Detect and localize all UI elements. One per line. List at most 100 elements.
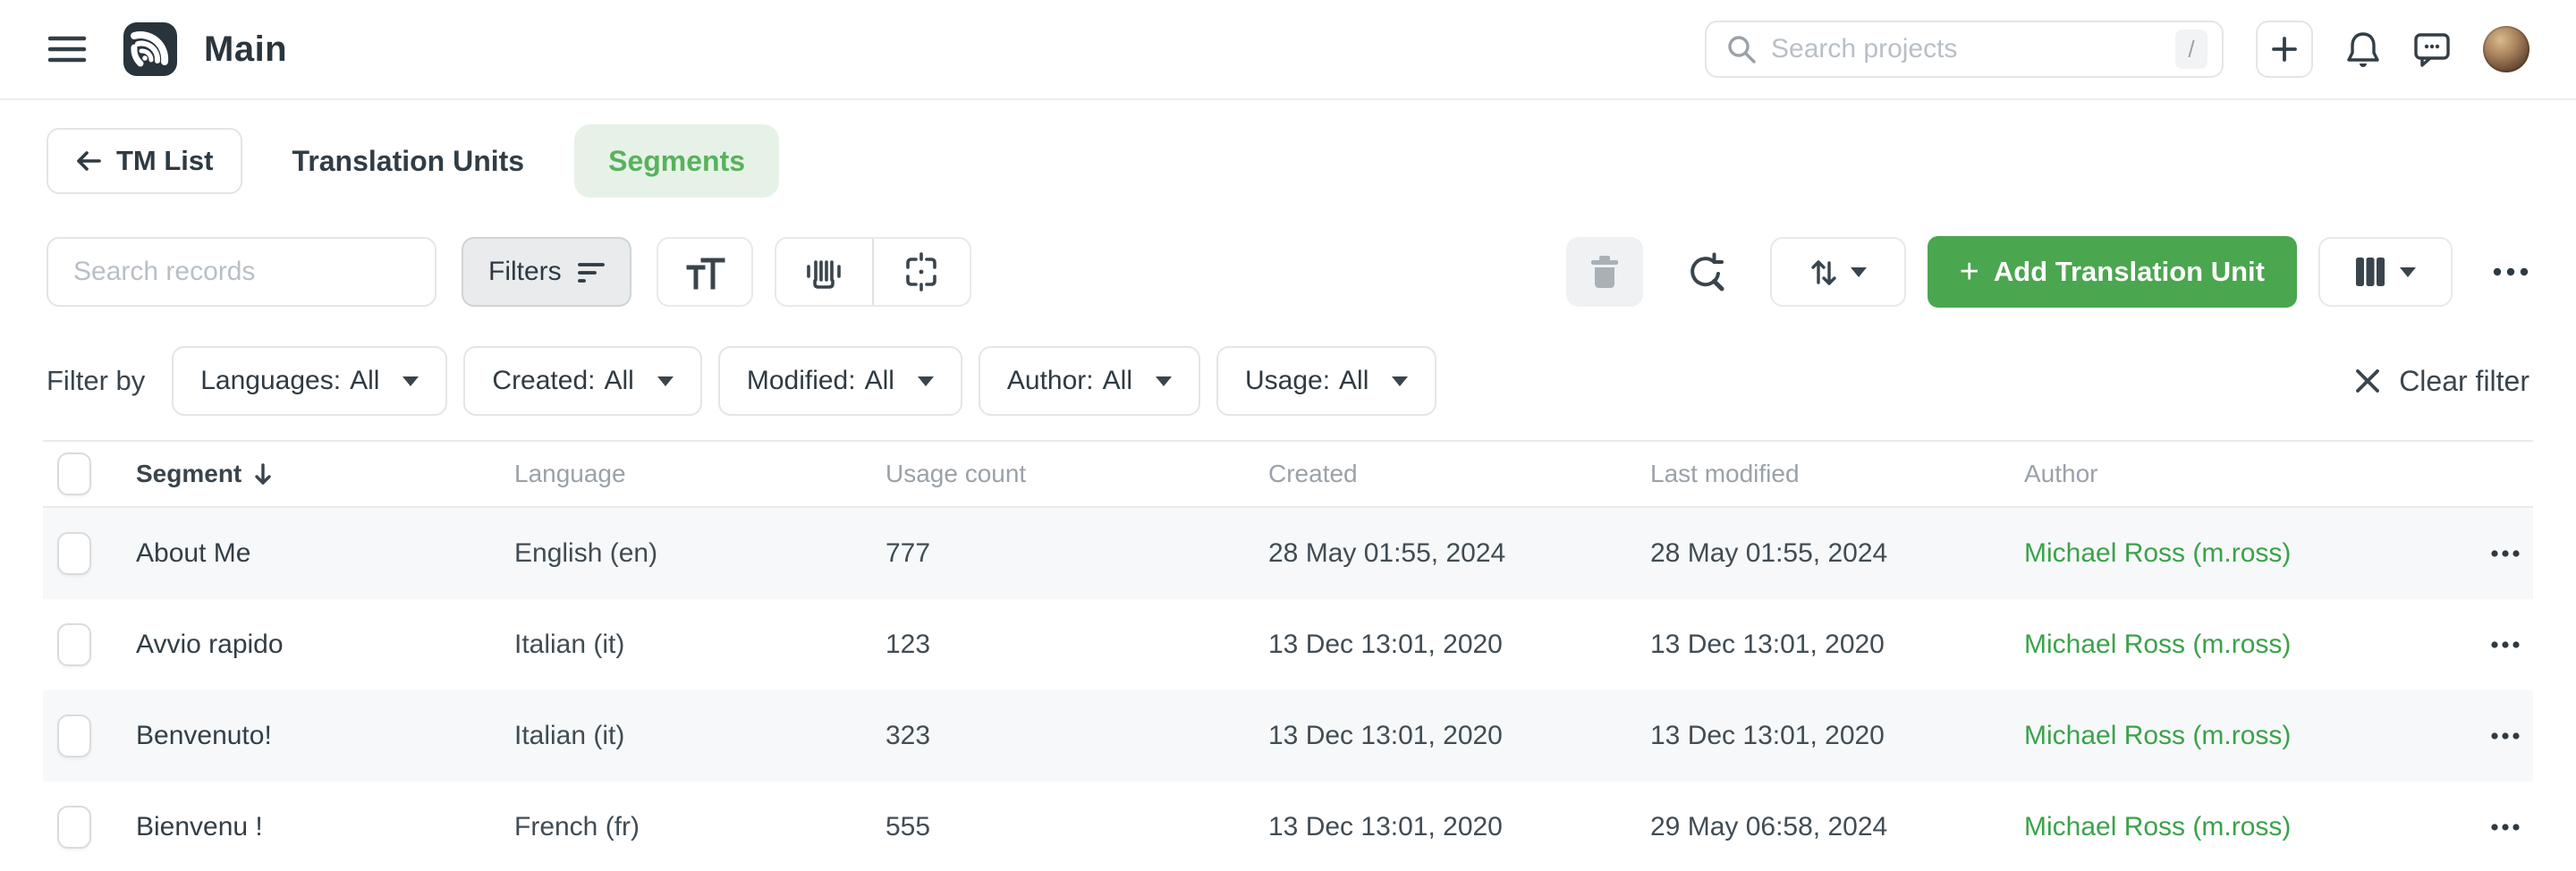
search-icon: [1728, 36, 1756, 63]
columns-button[interactable]: [2318, 237, 2453, 307]
user-avatar[interactable]: [2483, 26, 2529, 72]
caret-down-icon: [917, 376, 934, 386]
language-cell: French (fr): [514, 812, 640, 841]
filters-button-label: Filters: [488, 257, 562, 286]
row-checkbox[interactable]: [57, 806, 91, 849]
filter-author-dropdown[interactable]: Author: All: [978, 346, 1200, 416]
author-link[interactable]: Michael Ross (m.ross): [2024, 721, 2292, 750]
sort-up-down-icon: [1810, 260, 1836, 285]
column-header-created[interactable]: Created: [1268, 460, 1358, 487]
segment-cell: Avvio rapido: [136, 630, 284, 659]
sort-down-icon: [255, 463, 271, 485]
filter-value: All: [604, 366, 634, 395]
tabs-row: TM List Translation Units Segments: [0, 100, 2576, 222]
clear-filter-button[interactable]: Clear filter: [2354, 365, 2529, 398]
filter-languages-dropdown[interactable]: Languages: All: [172, 346, 448, 416]
close-icon: [2356, 369, 2380, 393]
author-link[interactable]: Michael Ross (m.ross): [2024, 630, 2292, 659]
caret-down-icon: [2400, 266, 2416, 277]
view-options-group: [774, 237, 971, 307]
caret-down-icon: [1850, 266, 1867, 277]
column-header-label: Segment: [136, 460, 242, 487]
add-translation-unit-button[interactable]: + Add Translation Unit: [1927, 236, 2297, 308]
usage-count-cell: 123: [886, 630, 931, 659]
column-header-segment[interactable]: Segment: [136, 460, 514, 488]
filter-modified-dropdown[interactable]: Modified: All: [717, 346, 962, 416]
row-checkbox[interactable]: [57, 623, 91, 666]
select-all-checkbox[interactable]: [57, 452, 91, 495]
toolbar: Filters: [0, 222, 2576, 322]
refresh-button[interactable]: [1684, 251, 1725, 292]
clear-filter-label: Clear filter: [2399, 364, 2529, 397]
feedback-button[interactable]: [2413, 30, 2451, 68]
placeholders-button[interactable]: [874, 239, 970, 305]
author-link[interactable]: Michael Ross (m.ross): [2024, 538, 2292, 568]
row-checkbox[interactable]: [57, 715, 91, 757]
table-row[interactable]: Bienvenu ! French (fr) 555 13 Dec 13:01,…: [43, 782, 2533, 871]
create-new-button[interactable]: [2256, 21, 2313, 78]
table-row[interactable]: About Me English (en) 777 28 May 01:55, …: [43, 508, 2533, 599]
hamburger-menu-button[interactable]: [47, 31, 88, 67]
language-cell: Italian (it): [514, 721, 625, 750]
search-records-input[interactable]: [47, 237, 436, 307]
column-header-last-modified[interactable]: Last modified: [1650, 460, 1800, 487]
ellipsis-icon: [2491, 550, 2520, 557]
back-button-label: TM List: [116, 145, 214, 176]
sort-order-button[interactable]: [1769, 237, 1906, 307]
author-link[interactable]: Michael Ross (m.ross): [2024, 812, 2292, 841]
row-menu-button[interactable]: [2490, 549, 2521, 558]
caret-down-icon: [1392, 376, 1409, 386]
filter-usage-dropdown[interactable]: Usage: All: [1216, 346, 1437, 416]
filter-value: All: [1339, 366, 1369, 395]
app-logo-icon[interactable]: [123, 22, 177, 76]
caret-down-icon: [1155, 376, 1172, 386]
project-search-box: /: [1705, 21, 2224, 78]
ellipsis-icon: [2491, 732, 2520, 740]
tab-segments[interactable]: Segments: [574, 124, 780, 198]
delete-selected-button[interactable]: [1565, 237, 1643, 307]
filter-name: Languages:: [200, 366, 342, 395]
text-case-button[interactable]: [656, 237, 753, 307]
usage-count-cell: 323: [886, 721, 931, 750]
search-projects-input[interactable]: [1771, 34, 2161, 64]
whitespace-chars-button[interactable]: [776, 239, 872, 305]
last-modified-cell: 13 Dec 13:01, 2020: [1650, 630, 1885, 659]
ellipsis-icon: [2493, 267, 2529, 276]
row-menu-button[interactable]: [2490, 823, 2521, 832]
notifications-button[interactable]: [2345, 30, 2381, 69]
button-group-divider: [871, 239, 874, 305]
filters-button[interactable]: Filters: [462, 237, 631, 307]
chat-icon: [2414, 33, 2450, 67]
top-bar: Main /: [0, 0, 2576, 100]
row-menu-button[interactable]: [2490, 640, 2521, 649]
ellipsis-icon: [2491, 641, 2520, 648]
refresh-icon: [1690, 252, 1724, 292]
back-to-tm-list-button[interactable]: TM List: [47, 128, 242, 194]
language-cell: English (en): [514, 538, 658, 568]
column-header-author[interactable]: Author: [2024, 460, 2098, 487]
table-row[interactable]: Avvio rapido Italian (it) 123 13 Dec 13:…: [43, 599, 2533, 690]
filter-name: Modified:: [746, 366, 856, 395]
row-menu-button[interactable]: [2490, 731, 2521, 740]
plus-icon: [2272, 37, 2297, 62]
column-header-usage-count[interactable]: Usage count: [886, 460, 1027, 487]
row-checkbox[interactable]: [57, 532, 91, 575]
tab-translation-units[interactable]: Translation Units: [292, 144, 525, 177]
page-title: Main: [204, 29, 288, 69]
filter-lines-icon: [577, 263, 605, 283]
segments-table: Segment Language Usage count Created Las…: [43, 440, 2533, 871]
more-actions-button[interactable]: [2492, 266, 2529, 277]
barcode-icon: [807, 260, 841, 289]
column-header-language[interactable]: Language: [514, 460, 626, 487]
filter-bar: Filter by Languages: All Created: All Mo…: [0, 322, 2576, 440]
created-cell: 13 Dec 13:01, 2020: [1268, 721, 1503, 750]
columns-icon: [2356, 258, 2385, 286]
filter-created-dropdown[interactable]: Created: All: [463, 346, 702, 416]
filter-by-label: Filter by: [47, 365, 146, 396]
filter-value: All: [1102, 366, 1132, 395]
hamburger-icon: [47, 36, 87, 63]
segment-cell: About Me: [136, 538, 251, 568]
filter-value: All: [864, 366, 894, 395]
table-row[interactable]: Benvenuto! Italian (it) 323 13 Dec 13:01…: [43, 690, 2533, 782]
